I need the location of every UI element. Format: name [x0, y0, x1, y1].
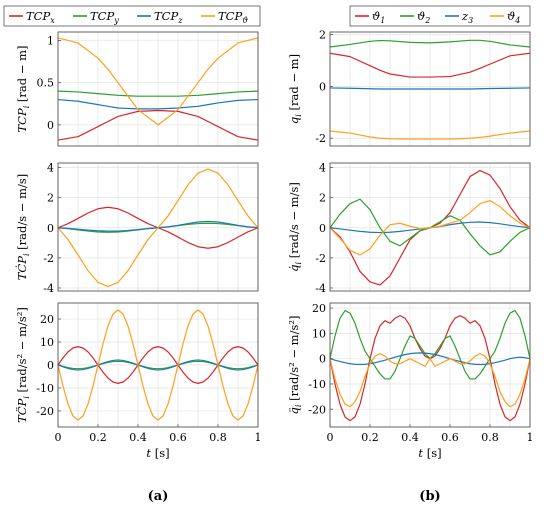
x-tick-label: 0.6: [169, 431, 187, 444]
y-axis-label: TC̈Pi [rad/s² − m/s²]: [15, 307, 31, 423]
caption-a: (a): [148, 489, 169, 504]
series-line-TCP_x: [57, 346, 259, 384]
x-axis-label: t [s]: [146, 446, 169, 460]
x-tick-label: 0.4: [129, 431, 147, 444]
y-tick-label: -4: [43, 282, 54, 295]
x-tick-label: 1: [527, 431, 534, 444]
legend-a: TCPx TCPy TCPz TCPϑ: [3, 5, 261, 27]
x-tick-label: 0.6: [441, 431, 459, 444]
x-tick-label: 0.2: [361, 431, 379, 444]
y-tick-label: 4: [319, 162, 326, 175]
y-axis-label: TĊPi [rad/s − m/s]: [15, 174, 31, 281]
legend-label: ϑ2: [417, 9, 430, 25]
legend-label: TCPz: [154, 9, 183, 25]
x-tick-label: 0.8: [209, 431, 227, 444]
panel-a-top: 0 0.5 1 TCPi [rad − m]: [15, 31, 259, 147]
legend-label: TCPy: [90, 9, 119, 25]
caption-b: (b): [419, 489, 440, 504]
legend-label: ϑ4: [507, 9, 520, 25]
x-tick-label: 0: [327, 431, 334, 444]
series-line-ϑ4: [329, 130, 531, 140]
series-line-TCP_ϑ: [57, 168, 259, 288]
x-tick-label: 1: [255, 431, 262, 444]
y-tick-label: 0: [319, 80, 326, 93]
series-line-TCP_y: [57, 90, 259, 97]
y-tick-label: 2: [319, 192, 326, 205]
y-tick-label: -4: [315, 282, 326, 295]
y-tick-label: -2: [315, 252, 326, 265]
series-line-ϑ4: [329, 200, 531, 256]
y-tick-label: 1: [47, 34, 54, 47]
panel-a-mid: -4 -2 0 2 4 TĊPi [rad/s − m/s]: [15, 162, 259, 295]
y-axis-label: q̇i [rad/s − m/s]: [287, 182, 303, 272]
panel-b-mid: -4 -2 0 2 4 q̇i [rad/s − m/s]: [287, 162, 531, 295]
series-line-TCP_z: [57, 359, 259, 371]
series-line-ϑ2: [329, 39, 531, 48]
y-tick-label: 0: [47, 119, 54, 132]
series-line-TCP_z: [57, 98, 259, 110]
y-tick-label: -2: [315, 132, 326, 145]
x-tick-label: 0.8: [481, 431, 499, 444]
legend-box: [349, 5, 531, 27]
plot-frame: [329, 302, 531, 428]
series-line-TCP_x: [57, 109, 259, 141]
legend-label: ϑ1: [372, 9, 385, 25]
series-line-z3: [329, 352, 531, 366]
panel-b-top: -2 0 2 qi [rad − m]: [287, 29, 531, 147]
x-tick-label: 0: [55, 431, 62, 444]
x-tick-label: 0.4: [401, 431, 419, 444]
y-tick-label: 0: [319, 222, 326, 235]
series-line-TCP_ϑ: [57, 309, 259, 421]
y-axis-label: q̈i [rad/s² − m/s²]: [287, 316, 303, 415]
y-tick-label: -2: [43, 252, 54, 265]
y-tick-label: -20: [36, 405, 54, 418]
y-tick-label: 0: [47, 222, 54, 235]
legend-label: TCPx: [26, 9, 55, 25]
legend-label: z3: [461, 9, 473, 25]
y-tick-label: 2: [319, 29, 326, 42]
y-tick-label: 0.5: [37, 77, 55, 90]
y-tick-label: -20: [308, 403, 326, 416]
legend-box: [3, 5, 261, 27]
y-tick-label: 20: [40, 313, 54, 326]
x-tick-label: 0.2: [89, 431, 107, 444]
y-tick-label: 10: [312, 327, 326, 340]
panel-a-bot: -20 -10 0 10 20 0 0.2 0.4 0.6 0.8 1 TC̈Pi [rad/s² −…: [15, 302, 262, 460]
series-line-TCP_ϑ: [57, 37, 259, 126]
plot-frame: [57, 162, 259, 292]
legend-label: TCPϑ: [218, 9, 248, 25]
y-tick-label: 4: [47, 162, 54, 175]
y-tick-label: 10: [40, 336, 54, 349]
y-axis-label: TCPi [rad − m]: [15, 46, 31, 133]
series-line-z3: [329, 87, 531, 90]
series-line-ϑ4: [329, 353, 531, 408]
legend-b: ϑ1 ϑ2 z3 ϑ4: [349, 5, 531, 27]
x-axis-label: t [s]: [418, 446, 441, 460]
y-tick-label: 20: [312, 302, 326, 315]
plot-frame: [329, 162, 531, 292]
panel-b-bot: -20 -10 0 10 20 0 0.2 0.4 0.6 0.8 1 q̈i [rad/s² − m…: [287, 302, 534, 460]
series-line-ϑ1: [329, 52, 531, 78]
y-tick-label: 0: [319, 353, 326, 366]
y-tick-label: -10: [36, 382, 54, 395]
y-tick-label: -10: [308, 378, 326, 391]
y-axis-label: qi [rad − m]: [287, 54, 303, 124]
y-tick-label: 2: [47, 192, 54, 205]
y-tick-label: 0: [47, 359, 54, 372]
plot-frame: [57, 31, 259, 147]
plot-frame: [329, 31, 531, 147]
